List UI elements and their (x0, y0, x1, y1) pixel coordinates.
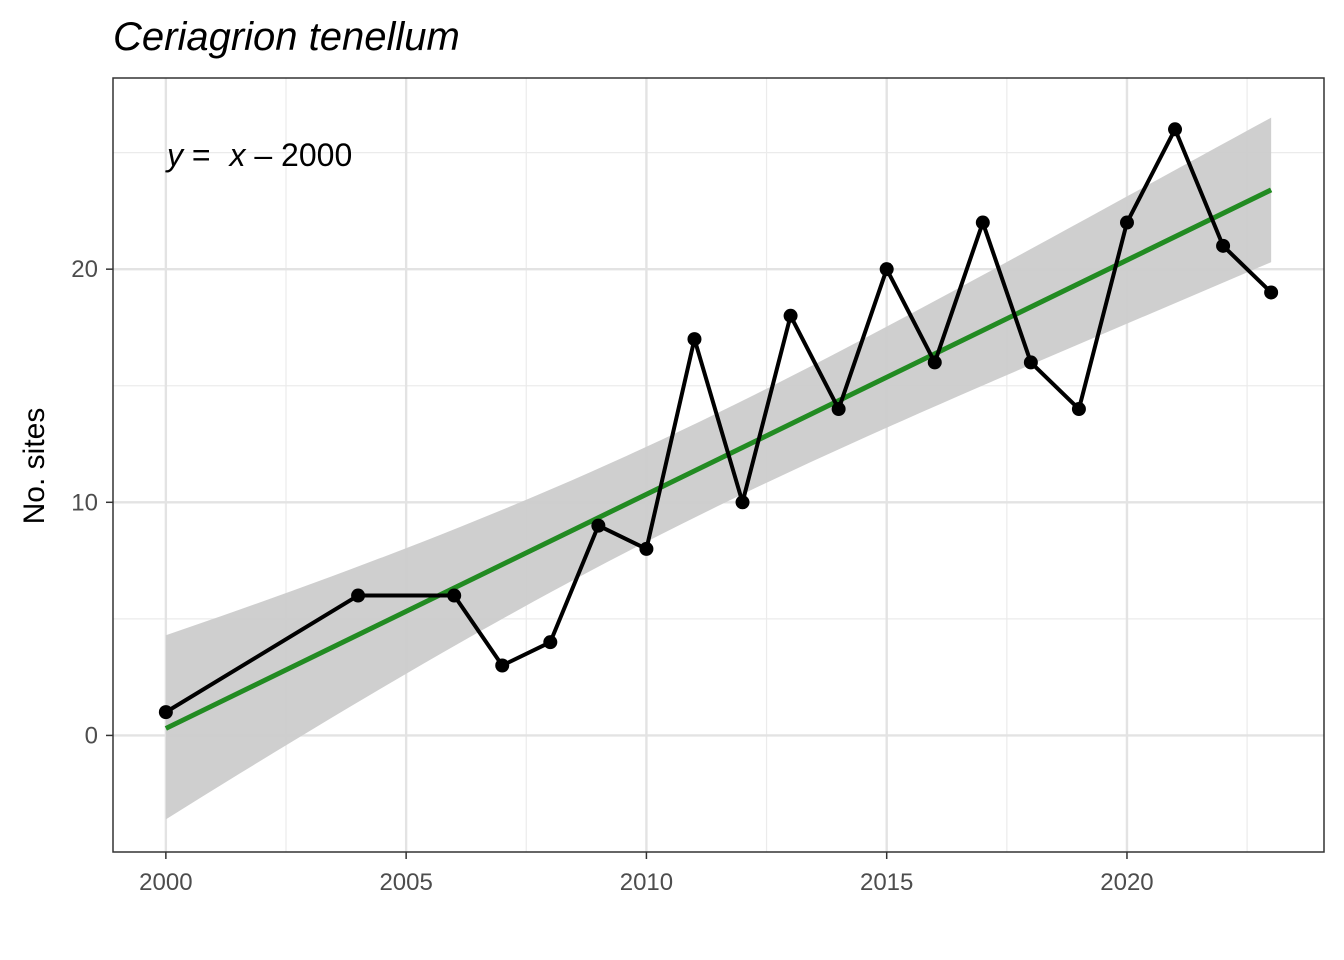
data-point (1168, 122, 1183, 137)
equation-annotation: y = x – 2000 (165, 137, 352, 173)
series-line (164, 127, 1273, 714)
data-point (687, 332, 702, 347)
data-point (1071, 402, 1086, 417)
confidence-band-area (165, 117, 1272, 820)
data-point (639, 541, 654, 556)
confidence-band (165, 117, 1272, 820)
x-tick-label: 2010 (620, 869, 673, 896)
x-axis: 2000 2005 2010 2015 2020 (139, 852, 1154, 896)
data-point (735, 495, 750, 510)
data-point (158, 705, 173, 720)
data-point (831, 402, 846, 417)
panel-border (112, 77, 1325, 853)
trend-line-layer (164, 187, 1273, 731)
equation-x-var: x (227, 137, 246, 173)
trend-line (164, 187, 1273, 731)
plot-panel (112, 77, 1325, 853)
y-tick-label: 20 (71, 256, 98, 283)
data-point (591, 518, 606, 533)
data-point (975, 215, 990, 230)
data-point (1023, 355, 1038, 370)
data-point (927, 355, 942, 370)
y-axis: 0 10 20 (71, 256, 113, 749)
y-tick-label: 10 (71, 489, 98, 516)
data-point (543, 635, 558, 650)
data-point (1264, 285, 1279, 300)
x-tick-label: 2005 (379, 869, 432, 896)
y-tick-label: 0 (85, 722, 98, 749)
y-axis-label: No. sites (18, 408, 51, 525)
data-point (351, 588, 366, 603)
x-tick-label: 2020 (1100, 869, 1153, 896)
data-point (447, 588, 462, 603)
equation-rest: – 2000 (245, 137, 352, 173)
data-point (783, 308, 798, 323)
equation-y-var: y (165, 137, 185, 173)
data-point (495, 658, 510, 673)
data-point (879, 262, 894, 277)
x-tick-label: 2015 (860, 869, 913, 896)
points-layer (158, 122, 1279, 720)
x-tick-label: 2000 (139, 869, 192, 896)
data-point (1216, 238, 1231, 253)
series-layer (164, 127, 1273, 714)
equation-equals: = (183, 137, 219, 173)
data-point (1119, 215, 1134, 230)
chart-title: Ceriagrion tenellum (113, 15, 460, 59)
